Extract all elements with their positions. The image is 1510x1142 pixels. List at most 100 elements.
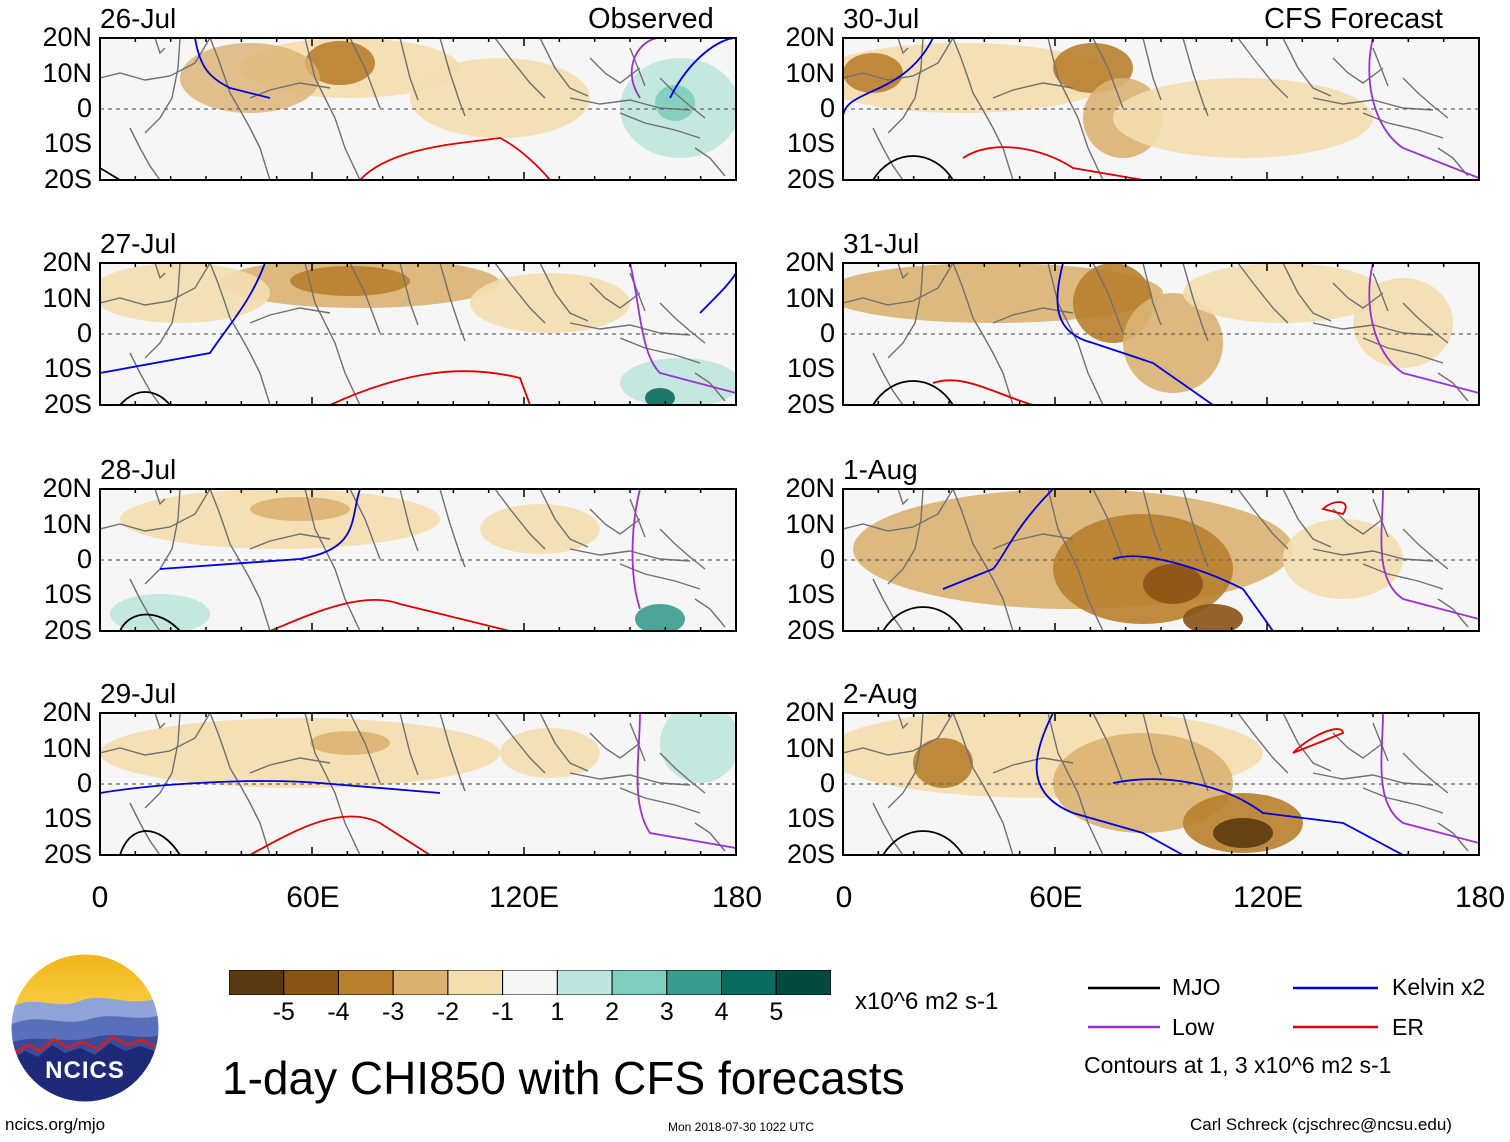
lat-label-20n: 20N xyxy=(785,697,835,727)
colorbar-swatch xyxy=(283,969,339,996)
lat-label-0: 0 xyxy=(76,768,92,798)
lat-label-20n: 20N xyxy=(785,22,835,52)
contour-legend: MJO Kelvin x2 Low ER Contours at 1, 3 x1… xyxy=(1084,974,1508,1077)
colorbar-swatch xyxy=(502,969,558,996)
legend-label-mjo: MJO xyxy=(1172,974,1221,1000)
lat-label-20s: 20S xyxy=(786,389,835,419)
panel-date-29-jul: 29-Jul xyxy=(100,678,177,709)
lat-label-0: 0 xyxy=(819,544,835,574)
colorbar-tick-label: -3 xyxy=(382,998,405,1026)
legend-label-kelvin: Kelvin x2 xyxy=(1392,974,1486,1000)
colorbar-swatch xyxy=(337,969,394,996)
legend-label-er: ER xyxy=(1392,1014,1424,1040)
colorbar-tick-label: -5 xyxy=(272,998,295,1026)
lat-label-20n: 20N xyxy=(42,697,92,727)
map-panel-30-jul xyxy=(842,37,1480,181)
colorbar-tick-label: 5 xyxy=(769,998,784,1026)
lat-label-0: 0 xyxy=(819,318,835,348)
lat-label-10s: 10S xyxy=(43,579,92,609)
ncics-logo: NCICS xyxy=(10,953,160,1103)
lon-label-left-60e: 60E xyxy=(286,881,340,914)
map-panel-1-aug xyxy=(842,488,1480,632)
ncics-logo-text: NCICS xyxy=(45,1057,125,1084)
colorbar-swatch xyxy=(447,969,504,996)
lon-label-right-120e: 120E xyxy=(1232,881,1304,914)
cfs-forecast-header: CFS Forecast xyxy=(1264,3,1443,35)
colorbar xyxy=(228,969,832,996)
lon-label-left-120e: 120E xyxy=(488,881,560,914)
map-panel-2-aug xyxy=(842,712,1480,856)
lat-label-0: 0 xyxy=(819,93,835,123)
lat-label-10n: 10N xyxy=(42,58,92,88)
lat-label-10n: 10N xyxy=(785,509,835,539)
lat-label-20n: 20N xyxy=(42,247,92,277)
lat-label-20s: 20S xyxy=(43,615,92,645)
lat-label-20s: 20S xyxy=(43,164,92,194)
lat-label-10n: 10N xyxy=(785,283,835,313)
lat-label-10s: 10S xyxy=(786,803,835,833)
colorbar-tick-label: 1 xyxy=(550,998,565,1026)
ncics-logo-graphic xyxy=(10,953,160,1103)
panel-date-26-jul: 26-Jul xyxy=(100,3,177,34)
colorbar-tick-label: 3 xyxy=(659,998,674,1026)
lon-label-left-0: 0 xyxy=(91,881,109,914)
lat-label-0: 0 xyxy=(76,318,92,348)
lat-label-10s: 10S xyxy=(786,128,835,158)
footer-url[interactable]: ncics.org/mjo xyxy=(5,1115,106,1134)
map-panel-26-jul xyxy=(99,37,737,181)
legend-label-low: Low xyxy=(1172,1014,1215,1040)
panel-date-31-jul: 31-Jul xyxy=(843,228,920,259)
lat-label-10s: 10S xyxy=(786,579,835,609)
panel-date-1-aug: 1-Aug xyxy=(843,454,918,485)
panel-date-28-jul: 28-Jul xyxy=(100,454,177,485)
lat-label-10n: 10N xyxy=(785,733,835,763)
lat-label-10n: 10N xyxy=(785,58,835,88)
colorbar-swatch xyxy=(556,969,613,996)
lat-label-0: 0 xyxy=(76,93,92,123)
lon-label-left-180: 180 xyxy=(711,881,763,914)
lat-label-0: 0 xyxy=(819,768,835,798)
lon-label-right-180: 180 xyxy=(1454,881,1506,914)
lat-label-10s: 10S xyxy=(786,353,835,383)
colorbar-swatch xyxy=(228,969,285,996)
panel-date-27-jul: 27-Jul xyxy=(100,228,177,259)
lat-label-20s: 20S xyxy=(786,839,835,869)
colorbar-tick-label: -2 xyxy=(436,998,460,1026)
lat-label-20n: 20N xyxy=(42,473,92,503)
colorbar-swatches xyxy=(228,969,832,996)
lat-label-20n: 20N xyxy=(785,473,835,503)
colorbar-tick-label: -1 xyxy=(491,998,514,1026)
colorbar-swatch xyxy=(611,969,668,996)
lon-label-right-0: 0 xyxy=(835,881,853,914)
chart-title: 1-day CHI850 with CFS forecasts xyxy=(222,1052,905,1104)
footer-author: Carl Schreck (cjschrec@ncsu.edu) xyxy=(1190,1115,1452,1134)
map-panel-29-jul xyxy=(99,712,737,856)
lat-label-10n: 10N xyxy=(42,283,92,313)
colorbar-swatch xyxy=(392,969,449,996)
colorbar-units: x10^6 m2 s-1 xyxy=(855,988,999,1015)
map-panel-27-jul xyxy=(99,262,737,406)
colorbar-swatch xyxy=(721,969,777,996)
panel-date-2-aug: 2-Aug xyxy=(843,678,918,709)
lat-label-20s: 20S xyxy=(43,839,92,869)
lat-label-20n: 20N xyxy=(42,22,92,52)
legend-contour-note: Contours at 1, 3 x10^6 m2 s-1 xyxy=(1084,1052,1392,1078)
observed-header: Observed xyxy=(588,3,714,35)
map-panel-31-jul xyxy=(842,262,1480,406)
lat-label-10n: 10N xyxy=(42,733,92,763)
lat-label-10s: 10S xyxy=(43,803,92,833)
lat-label-20n: 20N xyxy=(785,247,835,277)
lat-label-0: 0 xyxy=(76,544,92,574)
lat-label-20s: 20S xyxy=(786,164,835,194)
lat-label-20s: 20S xyxy=(43,389,92,419)
lat-label-10n: 10N xyxy=(42,509,92,539)
lat-label-10s: 10S xyxy=(43,128,92,158)
colorbar-tick-label: 2 xyxy=(605,998,620,1026)
colorbar-tick-label: -4 xyxy=(327,998,350,1026)
panel-date-30-jul: 30-Jul xyxy=(843,3,920,34)
colorbar-tick-label: 4 xyxy=(714,998,729,1026)
lon-label-right-60e: 60E xyxy=(1029,881,1083,914)
colorbar-swatch xyxy=(666,969,723,996)
lat-label-20s: 20S xyxy=(786,615,835,645)
colorbar-swatch xyxy=(775,969,832,996)
